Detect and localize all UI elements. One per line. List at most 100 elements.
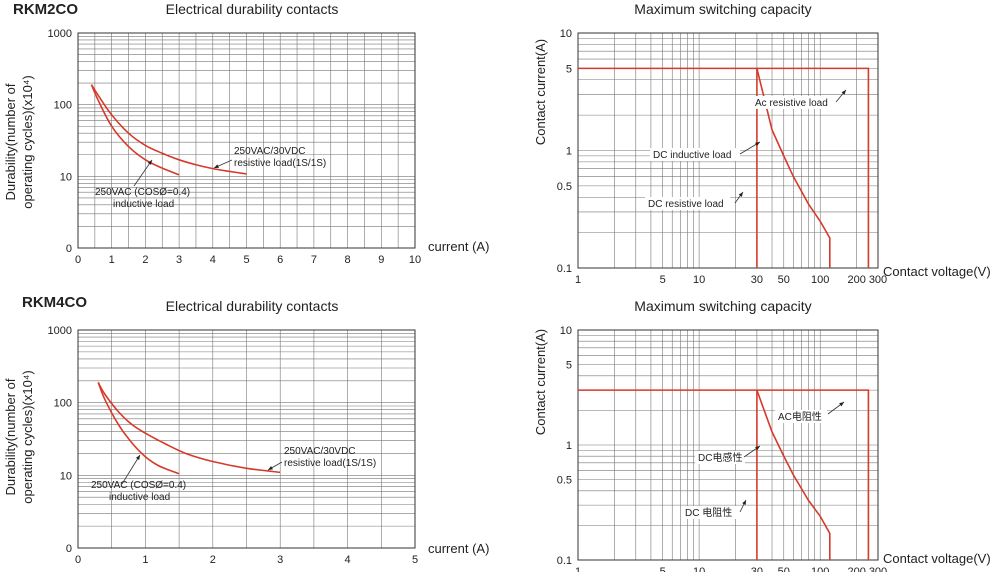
series-line-0 [578, 67, 870, 268]
y-tick-label: 1 [566, 440, 572, 452]
x-tick-label: 1 [575, 274, 581, 286]
x-tick-label: 0 [75, 254, 81, 266]
ylabel-switching-bottom: Contact current(A) [533, 329, 548, 435]
annotation-dc-resistive-bottom: DC 电阻性 [685, 506, 732, 519]
annotation-bg [650, 148, 740, 161]
annotation-inductive-bottom-line1: 250VAC (COSØ=0.4) [91, 480, 186, 491]
ylabel-switching-top: Contact current(A) [533, 39, 548, 145]
x-tick-label: 30 [751, 274, 763, 286]
annotation-inductive-top-line1: 250VAC (COSØ=0.4) [95, 187, 190, 198]
y-tick-label: 5 [566, 360, 572, 372]
xlabel-durability-bottom: current (A) [428, 541, 489, 556]
x-tick-label: 1 [575, 566, 581, 572]
ylabel-durability-top-line2: operating cycles)(x10⁴) [20, 75, 35, 208]
y-tick-label: 0 [66, 543, 72, 555]
xlabel-durability-top: current (A) [428, 239, 489, 254]
chart-title-switching-bottom: Maximum switching capacity [634, 298, 811, 314]
series-line-0 [97, 382, 281, 474]
x-tick-label: 5 [660, 274, 666, 286]
y-tick-label: 0.1 [557, 263, 572, 275]
xlabel-switching-top: Contact voltage(V) [883, 264, 991, 279]
annotation-dc-resistive-top: DC resistive load [648, 199, 724, 210]
y-tick-label: 1 [566, 146, 572, 158]
annotation-inductive-bottom-line2: inductive load [109, 492, 170, 503]
x-tick-label: 0 [75, 554, 81, 566]
x-tick-label: 1 [142, 554, 148, 566]
leader-lines [121, 89, 847, 513]
durability-chart-bottom: 0 1 2 3 4 5 0 10 100 1000 [48, 325, 419, 566]
series-line-1 [90, 84, 180, 176]
x-tick-label: 10 [409, 254, 421, 266]
leader-arrowhead [755, 142, 760, 147]
chart-title-durability-bottom: Electrical durability contacts [166, 298, 339, 314]
annotation-bg [682, 506, 738, 519]
annotation-ac-resistive-bottom: AC电阻性 [778, 410, 822, 423]
leader-arrowhead [841, 90, 846, 95]
annotation-dc-inductive-bottom: DC电感性 [698, 451, 742, 464]
chart-title-switching-top: Maximum switching capacity [634, 1, 811, 17]
annotation-ac-resistive-top: Ac resistive load [755, 98, 828, 109]
x-tick-label: 5 [243, 254, 249, 266]
x-tick-label: 200 [847, 274, 865, 286]
x-tick-label: 10 [693, 274, 705, 286]
x-tick-label: 300 [869, 566, 887, 572]
ylabel-durability-bottom-line1: Durability(number of [3, 378, 18, 495]
annotation-bg [645, 197, 730, 210]
leader-arrowhead [147, 160, 152, 165]
x-tick-label: 4 [210, 254, 216, 266]
leader-arrowhead [214, 164, 219, 168]
leader-line [121, 454, 141, 485]
x-tick-label: 10 [693, 566, 705, 572]
series-line-0 [90, 84, 247, 175]
x-tick-label: 2 [210, 554, 216, 566]
leader-arrowhead [742, 500, 746, 505]
annotation-resistive-top-line1: 250VAC/30VDC [234, 146, 306, 157]
leader-arrowhead [268, 466, 273, 470]
leader-line [133, 159, 153, 187]
annotation-bg [752, 96, 834, 109]
xlabel-switching-bottom: Contact voltage(V) [883, 551, 991, 566]
x-tick-label: 8 [345, 254, 351, 266]
plot-frame [77, 32, 416, 249]
y-tick-label: 100 [54, 100, 72, 112]
ylabel-durability-bottom-line2: operating cycles)(x10⁴) [20, 370, 35, 503]
annotation-inductive-top-line2: inductive load [113, 199, 174, 210]
y-tick-label: 10 [60, 470, 72, 482]
x-tick-label: 50 [778, 566, 790, 572]
x-tick-label: 6 [277, 254, 283, 266]
y-tick-label: 10 [560, 325, 572, 337]
plot-frame [577, 329, 879, 561]
x-tick-label: 3 [277, 554, 283, 566]
leader-arrowhead [839, 402, 844, 407]
model-label-rkm4co: RKM4CO [22, 294, 87, 311]
x-tick-label: 3 [176, 254, 182, 266]
series-line-1 [756, 389, 831, 560]
x-tick-label: 100 [811, 274, 829, 286]
x-tick-label: 1 [109, 254, 115, 266]
y-tick-label: 1000 [48, 28, 72, 40]
switching-chart-bottom: 1 5 10 30 50 100 200 300 0.1 0.5 1 5 10 [557, 325, 887, 572]
y-tick-label: 0.5 [557, 475, 572, 487]
annotation-bg [775, 410, 827, 423]
ylabel-durability-top-line1: Durability(number of [3, 83, 18, 200]
leader-arrowhead [755, 446, 760, 451]
y-tick-label: 10 [560, 28, 572, 40]
y-tick-label: 0 [66, 243, 72, 255]
leader-arrowhead [135, 455, 140, 460]
y-tick-label: 100 [54, 398, 72, 410]
x-tick-label: 7 [311, 254, 317, 266]
y-tick-label: 0.1 [557, 555, 572, 567]
annotation-bg [695, 451, 745, 464]
x-tick-label: 9 [378, 254, 384, 266]
plot-frame [77, 329, 416, 549]
annotation-dc-inductive-top: DC inductive load [653, 150, 731, 161]
x-tick-label: 5 [412, 554, 418, 566]
y-tick-label: 0.5 [557, 181, 572, 193]
x-tick-label: 30 [751, 566, 763, 572]
x-tick-label: 100 [811, 566, 829, 572]
x-tick-label: 4 [345, 554, 351, 566]
leader-arrowhead [738, 192, 743, 197]
x-tick-label: 2 [142, 254, 148, 266]
